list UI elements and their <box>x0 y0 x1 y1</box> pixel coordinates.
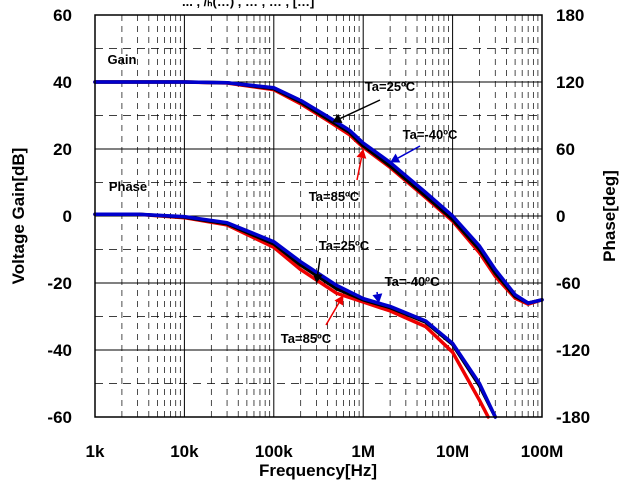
annotation-label-phase-ta-40-c: Ta=-40ºC <box>385 274 440 289</box>
x-tick-label: 10k <box>170 442 199 461</box>
x-tick-labels: 1k 10k 100k 1M 10M 100M <box>86 442 564 461</box>
series-line-phase-ta-85-c <box>93 212 490 419</box>
annotation-label-phase-ta-85-c: Ta=85ºC <box>281 331 332 346</box>
y-axis-title-left: Voltage Gain[dB] <box>9 148 28 285</box>
y-left-tick-label: 0 <box>63 207 72 226</box>
y-right-tick-label: 120 <box>556 73 584 92</box>
y-left-tick-label: 40 <box>53 73 72 92</box>
x-tick-label: 1k <box>86 442 105 461</box>
y-left-tick-label: -20 <box>47 274 72 293</box>
y-right-tick-label: 60 <box>556 140 575 159</box>
annotation-arrowhead-phase-ta-40-c <box>372 293 383 304</box>
annotation-arrow-gain-ta-40-c <box>397 145 421 159</box>
annotation-label-phase-ta-25-c: Ta=25ºC <box>319 238 370 253</box>
annotation-label-gain-ta-85-c: Ta=85ºC <box>309 189 360 204</box>
y-left-tick-label: -60 <box>47 408 72 427</box>
plot-frame <box>94 14 543 418</box>
y-left-tick-label: 20 <box>53 140 72 159</box>
y-left-tick-label: 60 <box>53 6 72 25</box>
y-right-tick-label: -60 <box>556 274 581 293</box>
y-right-tick-labels: 180 120 60 0 -60 -120 -180 <box>556 6 590 427</box>
series-line-phase-ta-25-c <box>93 212 498 419</box>
series-group <box>93 80 544 419</box>
x-tick-label: 100M <box>521 442 564 461</box>
group-label-phase: Phase <box>109 179 147 194</box>
annotation-arrow-phase-ta-85-c <box>325 302 340 326</box>
y-left-tick-labels: 60 40 20 0 -20 -40 -60 <box>47 6 72 427</box>
y-right-tick-label: 0 <box>556 207 565 226</box>
x-tick-label: 10M <box>436 442 469 461</box>
y-right-tick-label: -120 <box>556 341 590 360</box>
y-right-tick-label: -180 <box>556 408 590 427</box>
annotation-group: Ta=25ºC Ta=-40ºC Ta=85ºC Ta=25ºC Ta=-40ºC Ta=… <box>281 79 458 346</box>
x-tick-label: 100k <box>255 442 293 461</box>
annotation-label-gain-ta-25-c: Ta=25ºC <box>365 79 416 94</box>
annotation-arrowhead-gain-ta-85-c <box>356 149 367 159</box>
x-tick-label: 1M <box>351 442 375 461</box>
group-label-gain: Gain <box>108 52 137 67</box>
annotation-arrow-phase-ta-25-c <box>316 257 321 275</box>
annotation-arrow-gain-ta-85-c <box>356 157 363 181</box>
annotation-label-gain-ta-40-c: Ta=-40ºC <box>403 127 458 142</box>
y-right-tick-label: 180 <box>556 6 584 25</box>
y-left-tick-label: -40 <box>47 341 72 360</box>
annotation-arrowhead-gain-ta-40-c <box>390 153 401 163</box>
annotation-arrowhead-gain-ta-25-c <box>332 113 343 123</box>
series-line-gain-ta-40-c <box>93 80 544 305</box>
y-axis-title-right: Phase[deg] <box>600 170 619 262</box>
annotation-arrow-gain-ta-25-c <box>340 99 381 120</box>
chart-title-fragment: ... , /ₕ(…) , … , … , […] <box>182 0 314 9</box>
series-line-phase-ta-40-c <box>93 212 498 419</box>
x-axis-title: Frequency[Hz] <box>259 461 377 480</box>
annotation-arrowhead-phase-ta-25-c <box>312 273 323 283</box>
annotation-arrowhead-phase-ta-85-c <box>334 295 344 306</box>
